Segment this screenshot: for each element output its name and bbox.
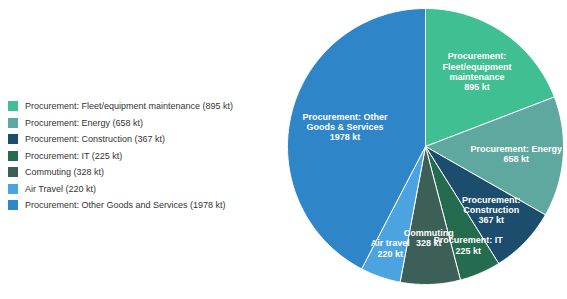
svg-text:Commuting328 kt: Commuting328 kt: [404, 228, 454, 248]
svg-text:Procurement:Construction367 kt: Procurement:Construction367 kt: [462, 195, 521, 226]
svg-text:Air travel220 kt: Air travel220 kt: [371, 238, 410, 258]
html-text:Commuting (328 kt): Commuting (328 kt): [25, 167, 104, 178]
html-text:Procurement: Other Goods and S: Procurement: Other Goods and Services (1…: [25, 200, 226, 211]
html-text:Procurement: Fleet/equipment m: Procurement: Fleet/equipment maintenance…: [25, 101, 234, 112]
html-text:Procurement: Energy (658 kt): Procurement: Energy (658 kt): [25, 117, 144, 128]
html-text:Procurement: IT (225 kt): Procurement: IT (225 kt): [25, 150, 123, 161]
svg-text:Procurement: IT225 kt: Procurement: IT225 kt: [434, 235, 504, 255]
svg-text:Procurement: OtherGoods & Serv: Procurement: OtherGoods & Services1978 k…: [303, 112, 389, 143]
html-text:Procurement: Construction (367: Procurement: Construction (367 kt): [25, 134, 166, 145]
svg-text:Procurement: Energy658 kt: Procurement: Energy658 kt: [471, 144, 563, 164]
svg-text:Procurement:Fleet/equipmentmai: Procurement:Fleet/equipmentmaintenance89…: [443, 51, 512, 92]
html-text:Air Travel (220 kt): Air Travel (220 kt): [25, 183, 96, 194]
